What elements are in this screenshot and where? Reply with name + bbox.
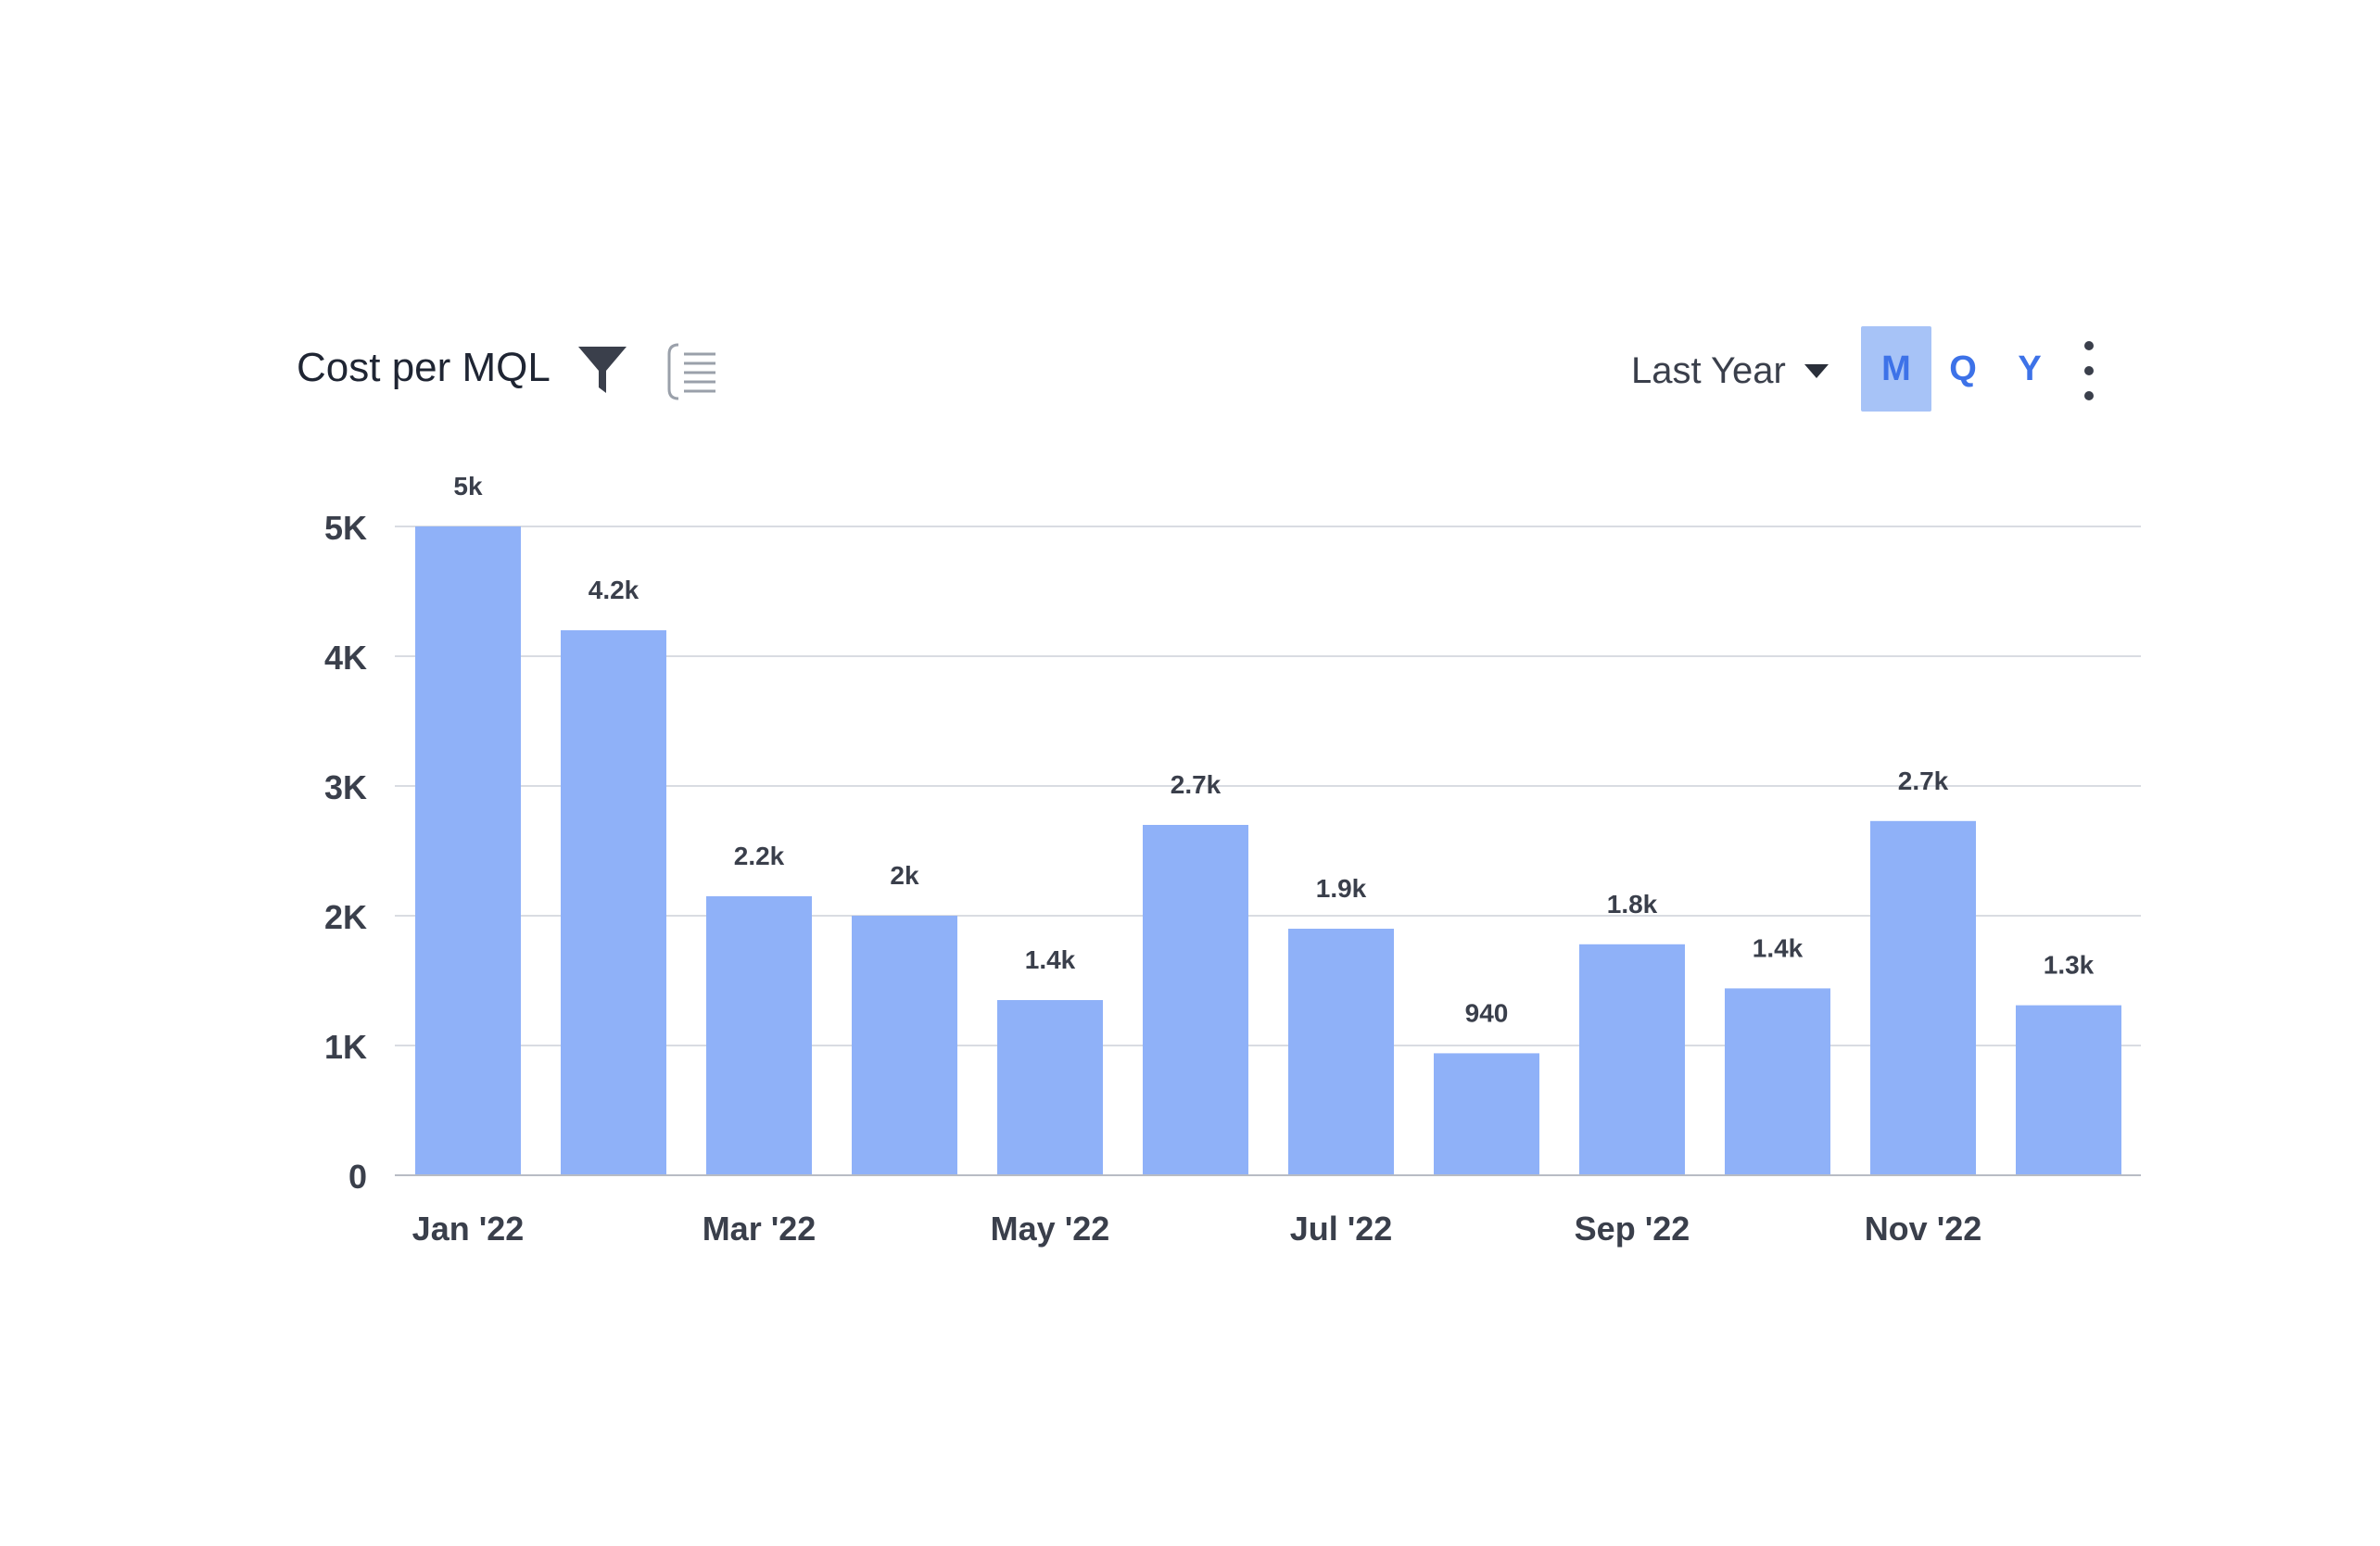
y-tick-label: 3K <box>324 768 367 806</box>
legend-list-icon[interactable] <box>665 341 719 402</box>
bar[interactable] <box>2016 1005 2121 1175</box>
bar[interactable] <box>997 1000 1103 1175</box>
caret-down-icon <box>1804 363 1829 378</box>
bar[interactable] <box>415 526 521 1175</box>
data-label: 1.8k <box>1607 890 1658 919</box>
y-tick-label: 2K <box>324 898 367 936</box>
widget-header: Cost per MQL Last Year M Q Y <box>297 326 2113 436</box>
filter-funnel-icon[interactable] <box>575 341 630 400</box>
data-label: 2.7k <box>1171 770 1222 799</box>
x-tick-label: Mar '22 <box>703 1210 817 1248</box>
data-label: 1.9k <box>1316 874 1367 903</box>
period-button-quarter[interactable]: Q <box>1949 348 1977 388</box>
period-button-year[interactable]: Y <box>2018 348 2042 388</box>
bar[interactable] <box>1870 820 1976 1175</box>
x-tick-label: Jan '22 <box>412 1210 525 1248</box>
y-tick-label: 0 <box>348 1158 367 1196</box>
x-tick-label: May '22 <box>991 1210 1110 1248</box>
data-label: 1.3k <box>2044 951 2095 980</box>
data-label: 1.4k <box>1025 945 1076 974</box>
bars <box>415 526 2121 1175</box>
bar[interactable] <box>1725 988 1830 1175</box>
bar[interactable] <box>852 916 957 1175</box>
y-tick-label: 1K <box>324 1028 367 1066</box>
labels: 0 1K 2K 3K 4K 5K 5k Jan '22 4.2k 2.2k Mar '22 2k 1.4… <box>324 472 2095 1248</box>
date-range-dropdown[interactable]: Last Year <box>1631 334 1829 408</box>
bar[interactable] <box>561 630 666 1175</box>
x-tick-label: Nov '22 <box>1865 1210 1982 1248</box>
y-tick-label: 4K <box>324 639 367 677</box>
bar[interactable] <box>1288 929 1394 1175</box>
data-label: 5k <box>453 472 483 501</box>
data-label: 2k <box>890 861 919 890</box>
bar[interactable] <box>1143 825 1248 1175</box>
x-tick-label: Jul '22 <box>1290 1210 1393 1248</box>
period-button-month[interactable]: M <box>1861 326 1931 412</box>
bar[interactable] <box>1579 944 1685 1175</box>
data-label: 2.2k <box>734 842 785 870</box>
data-label: 2.7k <box>1898 767 1949 795</box>
bar[interactable] <box>706 896 812 1175</box>
grid-lines <box>395 526 2141 1046</box>
bar[interactable] <box>1434 1053 1539 1175</box>
data-label: 4.2k <box>589 576 639 604</box>
more-vertical-icon[interactable] <box>2076 336 2102 406</box>
date-range-label: Last Year <box>1631 349 1786 391</box>
data-label: 940 <box>1465 998 1509 1027</box>
data-label: 1.4k <box>1753 933 1804 962</box>
y-tick-label: 5K <box>324 509 367 547</box>
widget-title: Cost per MQL <box>297 345 551 390</box>
x-tick-label: Sep '22 <box>1575 1210 1690 1248</box>
